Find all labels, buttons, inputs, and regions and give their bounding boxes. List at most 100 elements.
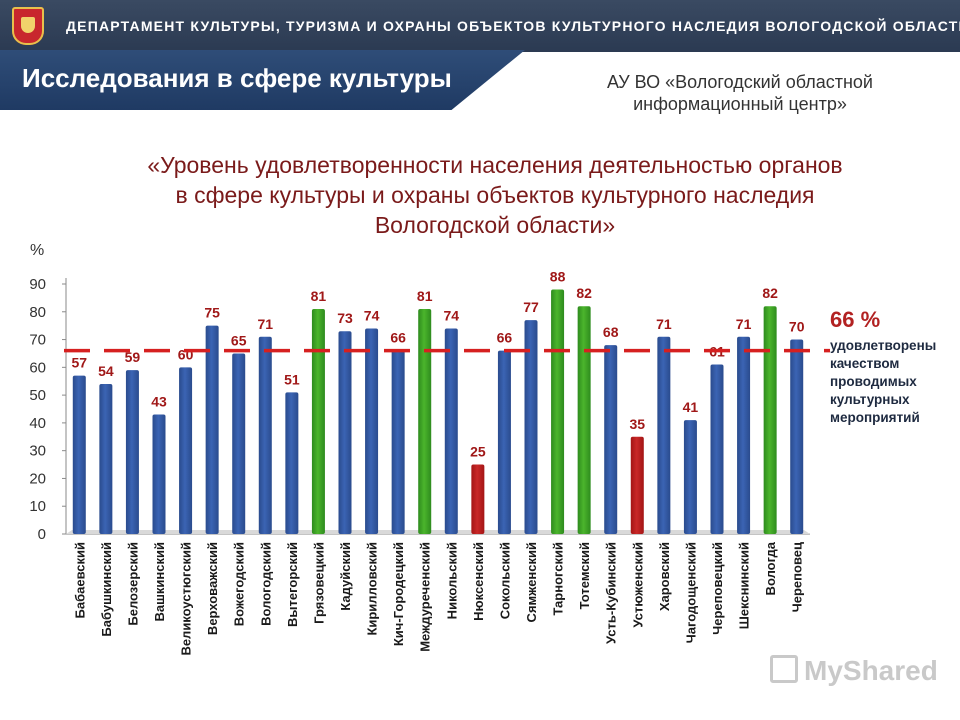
y-tick-label: 40 (29, 415, 46, 432)
bar-value-label: 65 (231, 332, 247, 348)
bar-value-label: 57 (71, 355, 87, 371)
x-tick-label: Вологда (763, 541, 778, 595)
chart-title-line3: Вологодской области» (374, 212, 616, 238)
y-tick-label: 10 (29, 498, 46, 515)
bar (524, 320, 538, 534)
vologda-emblem-icon (12, 7, 44, 45)
bar-value-label: 82 (762, 285, 778, 301)
bar-value-label: 70 (789, 319, 805, 335)
x-tick-label: Междуреченский (418, 542, 433, 652)
bar-value-label: 75 (204, 305, 220, 321)
x-tick-label: Устюженский (630, 542, 645, 628)
x-tick-label: Череповец (790, 542, 805, 612)
x-tick-label: Белозерский (125, 542, 140, 626)
bar (152, 414, 166, 534)
bar-value-label: 71 (736, 316, 752, 332)
bar (232, 353, 246, 534)
bar (311, 309, 325, 534)
y-tick-label: 0 (38, 526, 46, 543)
bar (551, 289, 565, 534)
chart-title-line2: в сфере культуры и охраны объектов культ… (175, 182, 815, 208)
watermark: MyShared (770, 655, 938, 687)
x-tick-label: Кирилловский (365, 542, 380, 636)
x-tick-label: Харовский (657, 542, 672, 611)
bar-value-label: 74 (364, 307, 380, 323)
bar-value-label: 66 (390, 330, 406, 346)
bar (657, 336, 671, 534)
bar (710, 364, 724, 534)
bar (258, 336, 272, 534)
y-axis-label: % (30, 242, 44, 259)
bar (683, 420, 697, 534)
x-tick-label: Кич-Городецкий (391, 542, 406, 646)
bar (630, 436, 644, 534)
bar (418, 309, 432, 534)
bar-value-label: 60 (178, 346, 194, 362)
watermark-text: MyShared (804, 655, 938, 686)
bar (125, 370, 139, 534)
x-tick-label: Нюксенский (471, 542, 486, 621)
bar (604, 345, 618, 534)
bar-value-label: 74 (443, 307, 459, 323)
y-tick-label: 60 (29, 359, 46, 376)
satisfaction-value: 66 % (830, 307, 881, 332)
x-tick-label: Бабушкинский (99, 542, 114, 637)
x-tick-label: Чагодощенский (683, 542, 698, 643)
bar-value-label: 71 (257, 316, 273, 332)
bar (471, 464, 485, 534)
x-tick-label: Бабаевский (72, 542, 87, 618)
x-tick-label: Сокольский (497, 542, 512, 619)
x-tick-label: Верховажский (205, 542, 220, 635)
watermark-logo-icon (770, 655, 798, 683)
bar (338, 331, 352, 534)
bar-value-label: 51 (284, 371, 300, 387)
section-band (0, 50, 525, 110)
top-banner: ДЕПАРТАМЕНТ КУЛЬТУРЫ, ТУРИЗМА И ОХРАНЫ О… (0, 0, 960, 52)
x-tick-label: Тарногский (551, 542, 566, 616)
organization-name-line2: информационный центр» (633, 94, 847, 114)
x-tick-label: Великоустюгский (179, 542, 194, 656)
x-tick-label: Никольский (444, 542, 459, 619)
x-tick-label: Тотемский (577, 542, 592, 609)
bar (790, 339, 804, 534)
bar-value-label: 81 (417, 288, 433, 304)
bar (285, 392, 299, 534)
bar-value-label: 82 (576, 285, 592, 301)
bar-value-label: 88 (550, 269, 566, 285)
bar-value-label: 68 (603, 324, 619, 340)
chart-floor (66, 530, 810, 534)
bar (72, 375, 86, 534)
bar (99, 384, 113, 534)
bar-value-label: 43 (151, 394, 167, 410)
chart-title: «Уровень удовлетворенности населения дея… (60, 150, 930, 240)
bar (179, 367, 193, 534)
bar-value-label: 54 (98, 363, 114, 379)
bar (365, 328, 379, 534)
y-tick-label: 80 (29, 304, 46, 321)
bar-value-label: 41 (683, 399, 699, 415)
bar (577, 306, 591, 534)
y-tick-label: 90 (29, 276, 46, 293)
department-title: ДЕПАРТАМЕНТ КУЛЬТУРЫ, ТУРИЗМА И ОХРАНЫ О… (66, 18, 960, 34)
bar-value-label: 25 (470, 444, 486, 460)
bar-value-label: 73 (337, 310, 353, 326)
x-tick-label: Вытегорский (285, 542, 300, 627)
x-tick-label: Усть-Кубинский (604, 542, 619, 644)
x-tick-label: Сямженский (524, 542, 539, 622)
bar (497, 350, 511, 534)
bar-value-label: 35 (629, 416, 645, 432)
satisfaction-note: удовлетворены качеством проводимых культ… (830, 338, 937, 425)
x-tick-label: Грязовецкий (311, 542, 326, 624)
y-tick-label: 50 (29, 387, 46, 404)
bar (391, 350, 405, 534)
organization-name: АУ ВО «Вологодский областной информацион… (560, 71, 920, 115)
chart-title-line1: «Уровень удовлетворенности населения дея… (147, 152, 843, 178)
bar (205, 325, 219, 534)
x-tick-label: Шекснинский (737, 542, 752, 629)
bar-value-label: 71 (656, 316, 672, 332)
x-tick-label: Кадуйский (338, 542, 353, 611)
bar (444, 328, 458, 534)
section-title: Исследования в сфере культуры (22, 63, 452, 93)
x-tick-label: Череповецкий (710, 542, 725, 635)
bar-value-label: 59 (125, 349, 141, 365)
